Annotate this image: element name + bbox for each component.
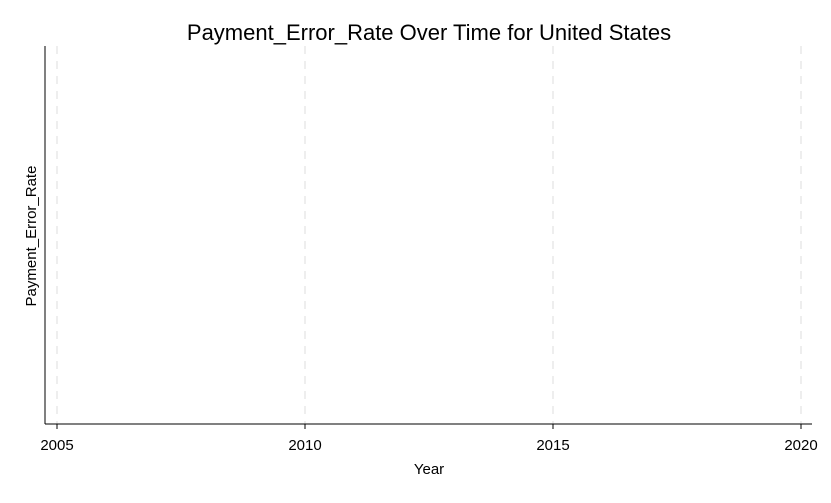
x-tick-label: 2020 <box>784 437 817 454</box>
x-axis-label: Year <box>414 461 444 478</box>
x-ticks: 2005 2010 2015 2020 <box>40 424 818 454</box>
x-tick-label: 2005 <box>40 437 73 454</box>
chart-title: Payment_Error_Rate Over Time for United … <box>187 20 671 45</box>
grid-layer <box>56 46 802 424</box>
y-axis-label: Payment_Error_Rate <box>23 166 40 307</box>
x-tick-label: 2010 <box>288 437 321 454</box>
x-tick-label: 2015 <box>536 437 569 454</box>
